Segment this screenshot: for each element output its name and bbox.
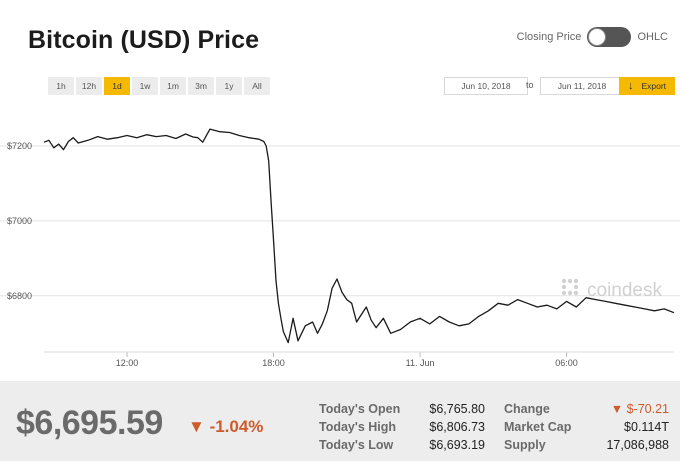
todays-open-label: Today's Open [319, 402, 401, 416]
todays-low-value: $6,693.19 [429, 438, 485, 452]
date-from-input[interactable]: Jun 10, 2018 [444, 77, 528, 95]
current-price: $6,695.59 [16, 404, 163, 442]
change-value-text: $-70.21 [626, 402, 669, 416]
range-button-1w[interactable]: 1w [132, 77, 158, 95]
price-mode-toggle-group: Closing Price OHLC [517, 26, 668, 48]
logo-dot [567, 278, 573, 284]
range-selector: 1h 12h 1d 1w 1m 3m 1y All [48, 77, 270, 95]
logo-dot [561, 278, 567, 284]
x-tick-label: 11. Jun [406, 358, 435, 368]
range-button-1h[interactable]: 1h [48, 77, 74, 95]
x-tick-label: 06:00 [555, 358, 578, 368]
todays-low-label: Today's Low [319, 438, 394, 452]
price-chart: $7200 $7000 $6800 12:00 18:00 11. Jun 06:00 c… [0, 128, 680, 368]
range-button-3m[interactable]: 3m [188, 77, 214, 95]
price-mode-toggle[interactable] [587, 27, 632, 47]
coindesk-logo-icon [561, 278, 579, 296]
y-tick-label: $7200 [7, 141, 32, 151]
ohlc-label: OHLC [637, 31, 668, 43]
chart-grid [0, 145, 680, 297]
range-button-12h[interactable]: 12h [76, 77, 102, 95]
price-series-line [43, 128, 675, 344]
todays-high-label: Today's High [319, 420, 397, 434]
date-to-label: to [526, 80, 534, 90]
y-tick-label: $7000 [7, 216, 32, 226]
export-button[interactable]: ↓ Export [619, 77, 675, 95]
export-label: Export [641, 81, 667, 91]
supply-value: 17,086,988 [606, 438, 669, 452]
price-summary-footer: $6,695.59 ▼ -1.04% Today's Open Today's … [0, 381, 680, 461]
range-button-1y[interactable]: 1y [216, 77, 242, 95]
x-tick-label: 12:00 [116, 358, 139, 368]
x-tick-label: 18:00 [262, 358, 285, 368]
x-axis-ticks: 12:00 18:00 11. Jun 06:00 [44, 351, 674, 368]
y-axis-ticks: $7200 $7000 $6800 [7, 141, 32, 301]
y-tick-label: $6800 [7, 291, 32, 301]
range-button-1m[interactable]: 1m [160, 77, 186, 95]
logo-dot [567, 290, 573, 296]
change-percent-value: -1.04% [209, 417, 264, 436]
coindesk-watermark: coindesk [561, 278, 662, 301]
logo-dot [573, 290, 579, 296]
change-label: Change [504, 402, 550, 416]
market-cap-label: Market Cap [504, 420, 572, 434]
change-value: ▼ $-70.21 [610, 402, 669, 416]
range-button-1d[interactable]: 1d [104, 77, 130, 95]
watermark-text: coindesk [587, 280, 662, 301]
todays-high-value: $6,806.73 [429, 420, 485, 434]
range-button-all[interactable]: All [244, 77, 270, 95]
logo-dot [573, 284, 579, 290]
market-cap-value: $0.114T [624, 420, 669, 434]
logo-dot [561, 290, 567, 296]
closing-price-label: Closing Price [516, 31, 582, 43]
toggle-knob [588, 28, 607, 46]
logo-dot [561, 284, 567, 290]
download-icon: ↓ [627, 79, 634, 92]
logo-dot [573, 278, 579, 284]
date-to-input[interactable]: Jun 11, 2018 [540, 77, 624, 95]
supply-label: Supply [504, 438, 546, 452]
page-title: Bitcoin (USD) Price [28, 26, 260, 54]
todays-open-value: $6,765.80 [429, 402, 485, 416]
change-percent: ▼ -1.04% [188, 417, 264, 436]
